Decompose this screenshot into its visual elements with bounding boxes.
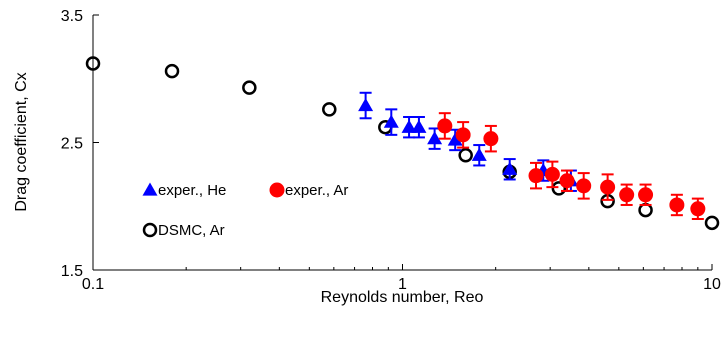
y-tick-label: 2.5 xyxy=(61,136,83,153)
exper-ar-point xyxy=(600,179,616,195)
exper-ar-point xyxy=(528,168,544,184)
legend-label-exper-ar: exper., Ar xyxy=(285,182,348,199)
dsmc-ar-point xyxy=(85,56,101,71)
exper-ar-point xyxy=(619,187,635,203)
legend-marker-dsmc-ar xyxy=(142,222,158,238)
exper-he-point xyxy=(411,119,427,133)
exper-ar-point xyxy=(483,131,499,147)
legend-label-exper-he: exper., He xyxy=(158,182,226,199)
x-tick-label: 1 xyxy=(398,276,407,293)
exper-ar-point xyxy=(559,173,575,189)
legend: exper., He exper., Ar DSMC, Ar xyxy=(142,182,348,239)
exper-he-point xyxy=(358,98,374,112)
x-axis-title: Reynolds number, Reo xyxy=(321,289,484,306)
dsmc-ar-point xyxy=(164,63,180,79)
y-tick-label: 1.5 xyxy=(61,263,83,280)
axis-ticks: 1.5 2.5 3.5 0.1 1 10 xyxy=(61,8,721,293)
exper-he-point xyxy=(401,119,417,133)
exper-ar-point xyxy=(455,127,471,143)
exper-he-point xyxy=(502,161,518,175)
data-points xyxy=(85,56,720,231)
exper-ar-point xyxy=(544,166,560,182)
dsmc-ar-point xyxy=(551,181,567,196)
exper-he-point xyxy=(471,147,487,161)
dsmc-ar-point xyxy=(704,215,720,231)
dsmc-ar-point xyxy=(242,80,257,95)
dsmc-ar-point xyxy=(458,148,473,163)
exper-he-point xyxy=(383,114,399,128)
exper-ar-point xyxy=(576,178,592,194)
y-tick-label: 3.5 xyxy=(61,8,83,25)
x-tick-label: 10 xyxy=(703,276,721,293)
exper-ar-point xyxy=(669,197,685,213)
x-tick-label: 0.1 xyxy=(82,276,104,293)
exper-ar-point xyxy=(437,118,453,134)
y-axis-title: Drag coefficient, Cx xyxy=(13,72,30,211)
legend-label-dsmc-ar: DSMC, Ar xyxy=(158,222,225,239)
exper-ar-point xyxy=(690,201,706,217)
dsmc-ar-point xyxy=(322,102,337,117)
exper-ar-point xyxy=(638,187,654,203)
exper-he-point xyxy=(427,131,443,145)
legend-marker-exper-ar xyxy=(269,182,285,198)
legend-marker-exper-he xyxy=(142,182,158,196)
exper-he-point xyxy=(447,132,463,146)
